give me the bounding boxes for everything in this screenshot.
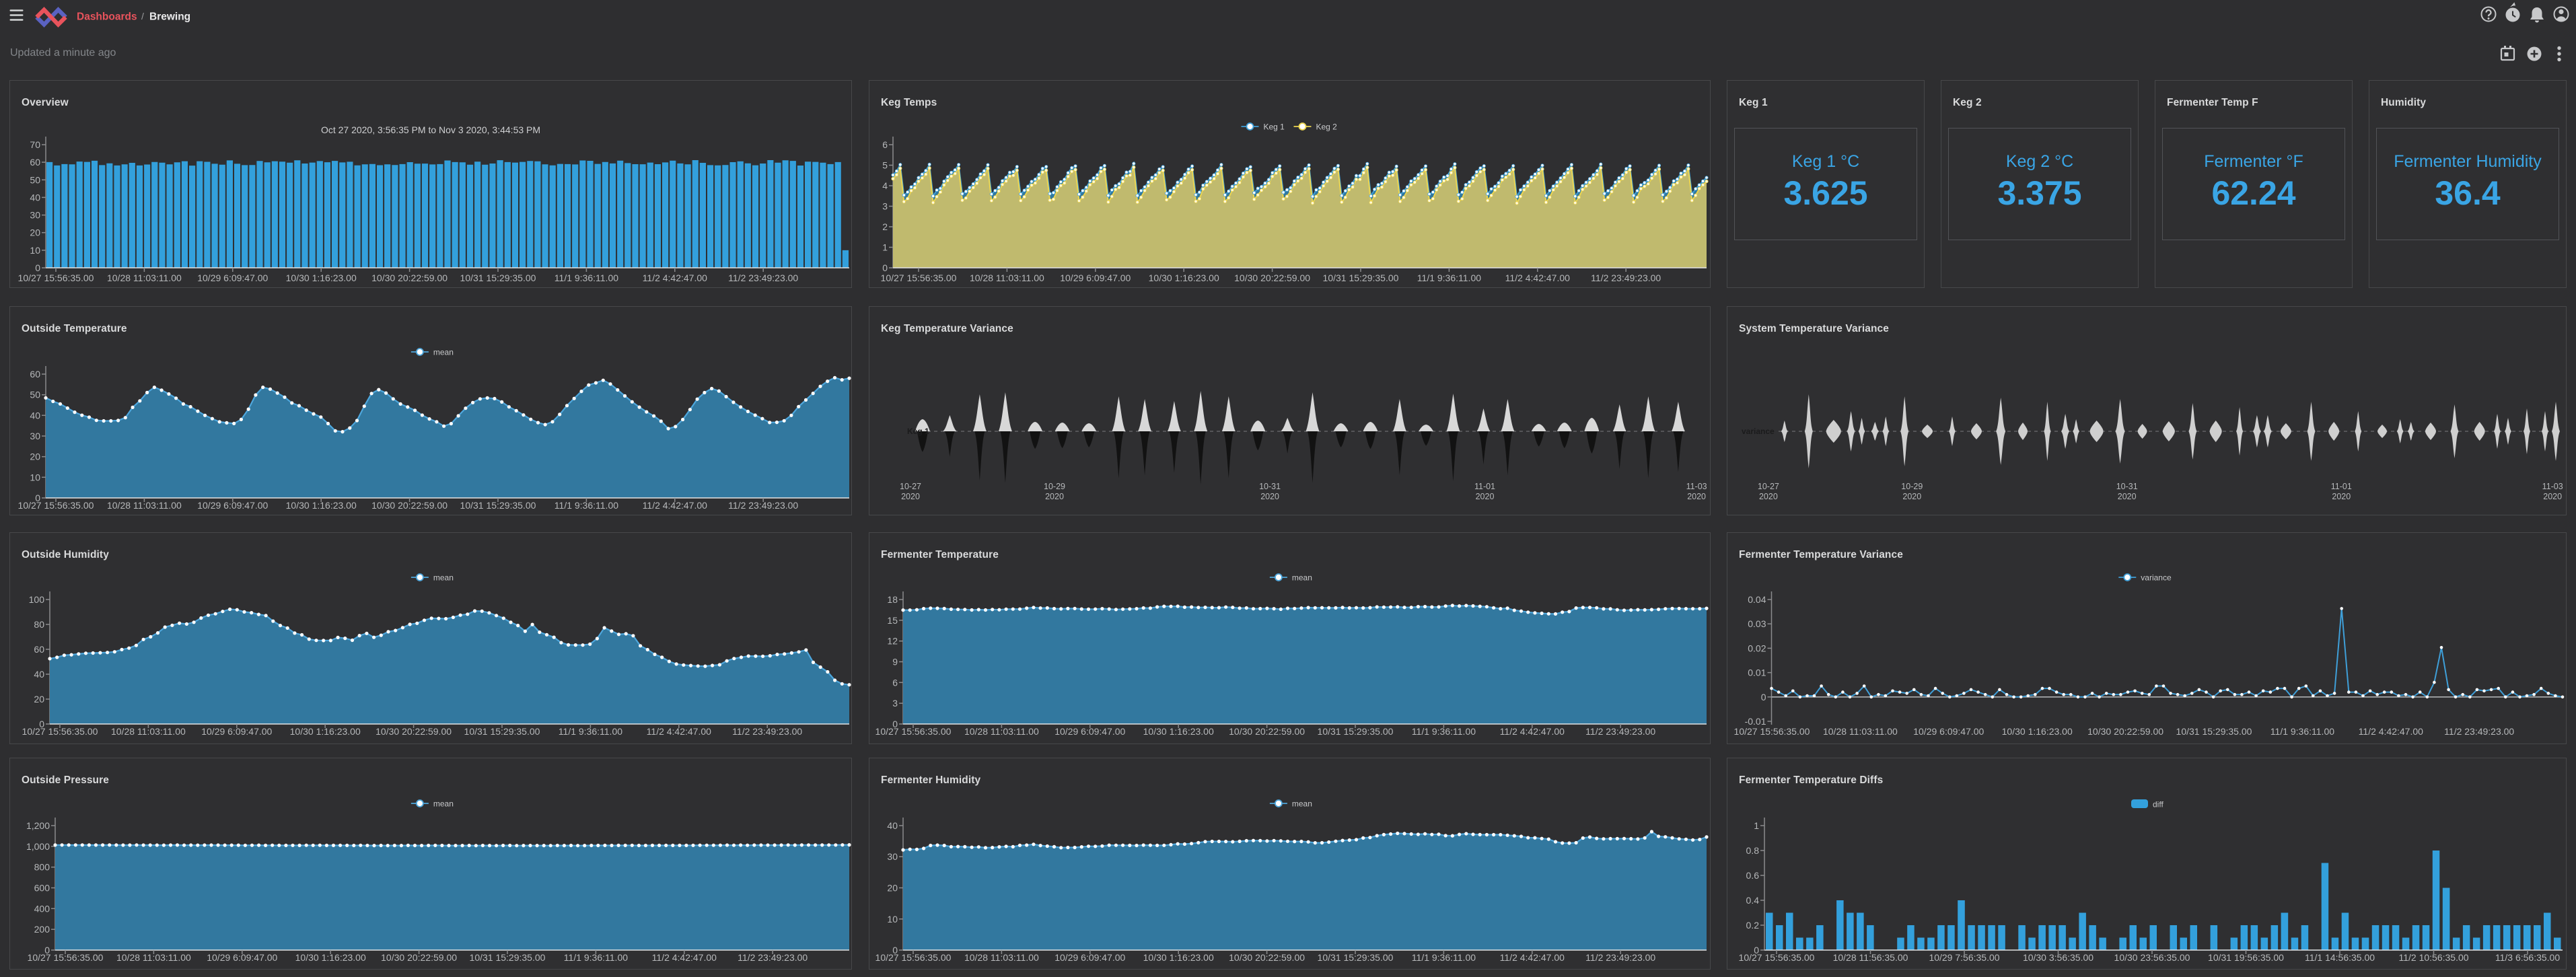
svg-text:Dashboards: Dashboards <box>77 11 137 23</box>
svg-text:Brewing: Brewing <box>149 11 190 23</box>
svg-text:Updated a minute ago: Updated a minute ago <box>10 47 116 59</box>
svg-text:/: / <box>141 11 144 22</box>
